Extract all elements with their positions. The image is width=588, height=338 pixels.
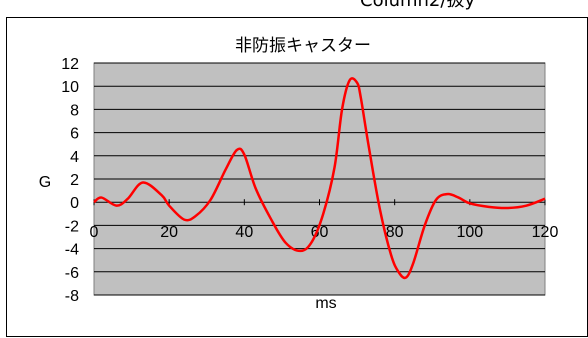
y-tick-label: 6 bbox=[70, 126, 79, 143]
x-tick-label: 100 bbox=[456, 224, 483, 241]
y-tick-label: -4 bbox=[65, 242, 79, 259]
y-tick-labels: 12 10 8 6 4 2 0 -2 -4 -6 -8 bbox=[61, 56, 79, 305]
y-tick-label: 10 bbox=[61, 79, 79, 96]
series-line bbox=[93, 77, 546, 280]
cutoff-header-text: Column2/扱ÿ bbox=[360, 0, 476, 11]
y-tick-label: -6 bbox=[65, 265, 79, 282]
x-axis-label: ms bbox=[315, 295, 336, 312]
x-tick-label: 80 bbox=[386, 224, 404, 241]
x-tick-label: 120 bbox=[532, 224, 559, 241]
y-axis-label: G bbox=[39, 174, 51, 191]
y-tick-label: 12 bbox=[61, 56, 79, 73]
y-tick-label: 0 bbox=[70, 195, 79, 212]
y-tick-label: -2 bbox=[65, 218, 79, 235]
y-tick-label: 4 bbox=[70, 149, 79, 166]
y-tick-label: 8 bbox=[70, 102, 79, 119]
y-tick-label: -8 bbox=[65, 288, 79, 305]
x-tick-label: 20 bbox=[160, 224, 178, 241]
chart-title: 非防振キャスター bbox=[235, 36, 371, 56]
x-tick-label: 40 bbox=[235, 224, 253, 241]
x-tick-labels: 0 20 40 60 80 100 120 bbox=[90, 224, 559, 241]
y-tick-label: 2 bbox=[70, 172, 79, 189]
x-tick-label: 0 bbox=[90, 224, 99, 241]
chart-frame: 非防振キャスター 12 10 8 6 4 2 0 -2 -4 -6 -8 0 20 40 60 80 100 1… bbox=[6, 17, 588, 337]
